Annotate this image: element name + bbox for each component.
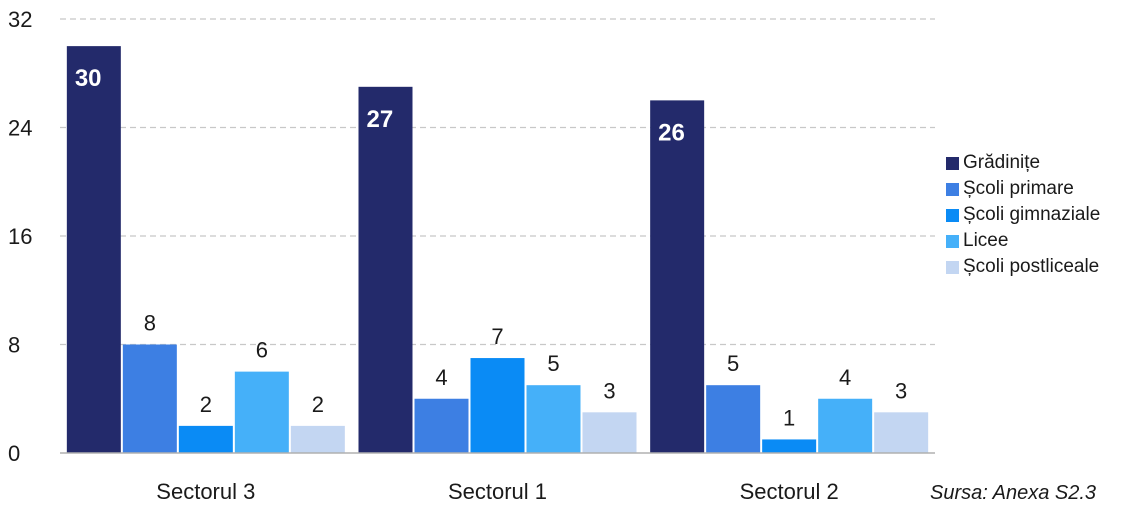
bar xyxy=(470,358,525,453)
category-label: Sectorul 3 xyxy=(156,479,255,504)
bar xyxy=(526,385,581,453)
legend-label: Licee xyxy=(963,230,1009,251)
bar xyxy=(582,412,637,453)
legend-item: Școli postliceale xyxy=(946,254,1100,280)
legend-item: Grădinițe xyxy=(946,150,1100,176)
legend-swatch xyxy=(946,234,959,248)
bar-value-label: 5 xyxy=(727,351,739,376)
bar xyxy=(818,398,873,453)
legend-label: Școli postliceale xyxy=(963,256,1100,277)
bar-value-label: 4 xyxy=(839,365,851,390)
legend-item: Școli gimnaziale xyxy=(946,202,1100,228)
bar xyxy=(650,100,705,453)
legend-swatch xyxy=(946,208,959,222)
bar xyxy=(874,412,929,453)
bar-value-label: 7 xyxy=(491,324,503,349)
bar-value-label: 1 xyxy=(783,405,795,430)
bar xyxy=(290,425,345,453)
bar-value-label: 8 xyxy=(144,311,156,336)
bar-value-label: 3 xyxy=(603,378,615,403)
bar-value-label: 3 xyxy=(895,378,907,403)
legend-label: Grădinițe xyxy=(963,152,1041,173)
bars xyxy=(66,46,929,453)
category-label: Sectorul 1 xyxy=(448,479,547,504)
category-label: Sectorul 2 xyxy=(740,479,839,504)
category-labels: Sectorul 3 Sectorul 1 Sectorul 2 xyxy=(156,479,838,504)
legend-item: Licee xyxy=(946,228,1100,254)
source-note: Sursa: Anexa S2.3 xyxy=(930,482,1097,504)
legend-swatch xyxy=(946,156,959,170)
bar xyxy=(234,371,289,453)
bar xyxy=(706,385,761,453)
bar-value-label: 2 xyxy=(312,392,324,417)
bar xyxy=(358,86,413,453)
bar xyxy=(414,398,469,453)
bar-value-label: 26 xyxy=(658,119,685,146)
bar xyxy=(178,425,233,453)
bar-value-label: 4 xyxy=(435,365,447,390)
legend-swatch xyxy=(946,182,959,196)
bar-value-label: 30 xyxy=(75,65,102,92)
y-tick-label: 24 xyxy=(8,116,32,141)
y-tick-label: 8 xyxy=(8,333,20,358)
legend: Grădinițe Școli primare Școli gimnaziale Li… xyxy=(946,150,1100,280)
bar-value-label: 27 xyxy=(367,106,394,133)
gridlines xyxy=(60,18,935,346)
legend-label: Școli primare xyxy=(963,178,1074,199)
y-tick-label: 32 xyxy=(8,7,32,32)
y-axis-ticks: 0 8 16 24 32 xyxy=(8,7,32,466)
bar xyxy=(122,344,177,453)
bar-value-label: 6 xyxy=(256,338,268,363)
bar-value-label: 5 xyxy=(547,351,559,376)
legend-label: Școli gimnaziale xyxy=(963,204,1101,225)
bar-value-label: 2 xyxy=(200,392,212,417)
y-tick-label: 0 xyxy=(8,441,20,466)
bar xyxy=(762,439,817,453)
bar xyxy=(66,46,121,453)
y-tick-label: 16 xyxy=(8,224,32,249)
legend-item: Școli primare xyxy=(946,176,1100,202)
legend-swatch xyxy=(946,260,959,274)
